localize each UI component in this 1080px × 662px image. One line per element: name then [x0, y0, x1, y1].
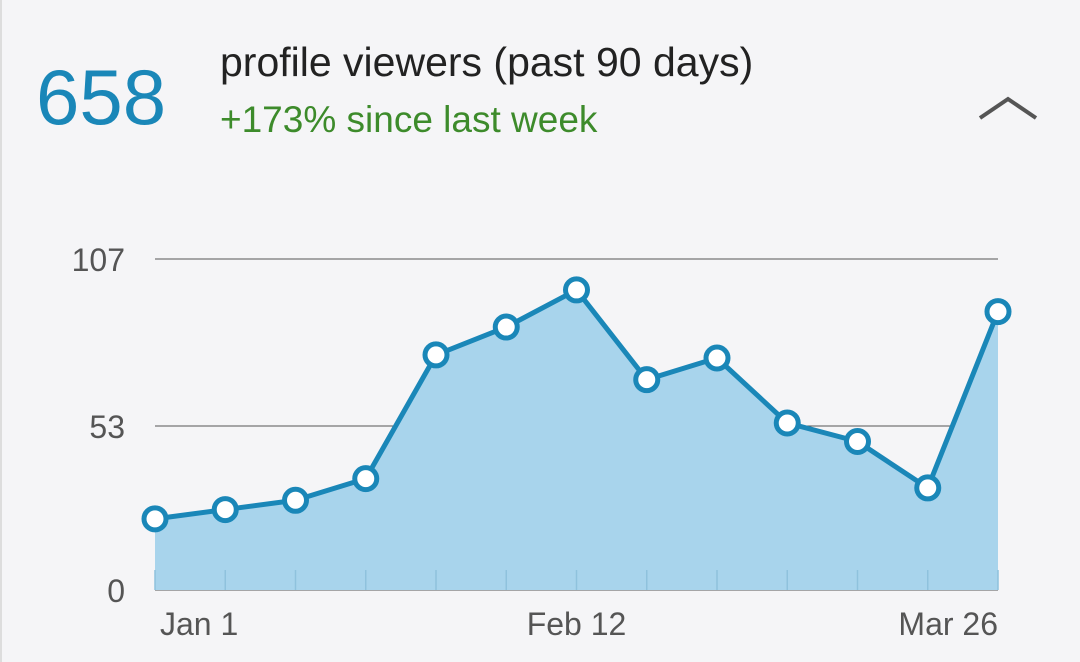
data-point	[914, 474, 942, 502]
data-point	[422, 341, 450, 369]
data-point	[773, 409, 801, 437]
data-point	[844, 428, 871, 456]
card-title: profile viewers (past 90 days)	[220, 39, 753, 85]
chevron-up-icon[interactable]	[978, 96, 1038, 120]
y-tick-label: 0	[107, 573, 125, 609]
data-point	[984, 298, 1012, 326]
collapse-button[interactable]	[960, 80, 1050, 136]
x-tick-label: Feb 12	[527, 606, 627, 642]
data-point	[352, 465, 380, 493]
data-point	[703, 344, 731, 372]
data-point	[633, 366, 661, 394]
x-tick-label: Mar 26	[898, 606, 998, 642]
viewer-count: 658	[36, 53, 166, 141]
collapse-hit-area[interactable]	[960, 80, 1050, 136]
data-point	[211, 496, 239, 524]
data-point	[492, 313, 520, 341]
area-fill	[155, 289, 998, 590]
data-point	[141, 505, 169, 533]
data-point	[282, 486, 309, 514]
data-point	[563, 276, 590, 304]
y-tick-label: 53	[89, 409, 125, 445]
y-tick-label: 107	[72, 242, 125, 278]
x-tick-label: Jan 1	[160, 606, 238, 642]
change-text: +173% since last week	[220, 99, 598, 140]
